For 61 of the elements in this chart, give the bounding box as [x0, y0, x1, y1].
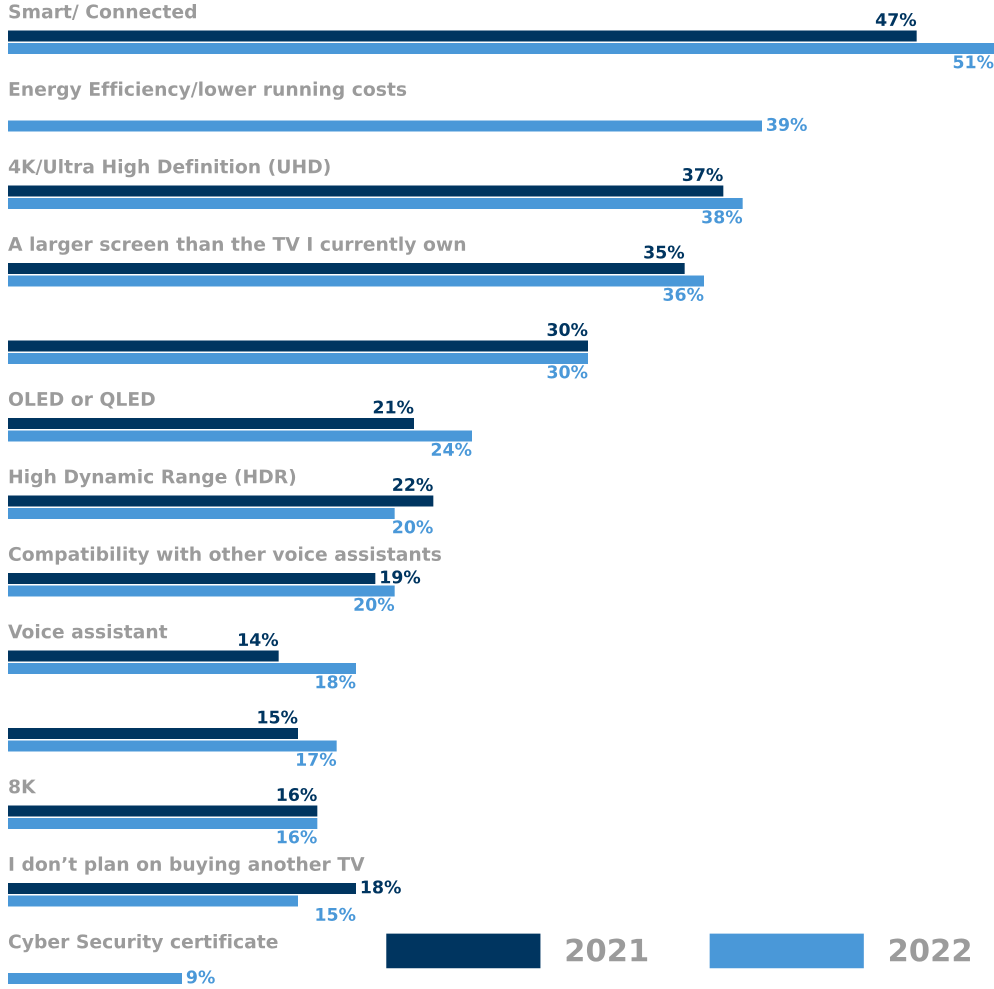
data-label: 21%: [374, 400, 414, 414]
bar: [8, 973, 182, 984]
data-label: 37%: [682, 168, 723, 182]
y-tick-label: I don’t plan on buying another TV: [10, 856, 365, 875]
bar: [8, 818, 318, 829]
data-label: 15%: [258, 710, 298, 724]
data-label: 9%: [186, 970, 215, 984]
bar: [8, 186, 724, 196]
data-label: 19%: [381, 570, 420, 584]
data-label: 20%: [354, 598, 394, 611]
y-tick-label: OLED or QLED: [8, 392, 155, 408]
y-tick-label: High Dynamic Range (HDR): [10, 469, 296, 488]
y-tick-label: Cyber Security certificate: [8, 934, 278, 952]
y-tick-label: Compatibility with other voice assistants: [8, 546, 441, 565]
bar: [8, 263, 685, 274]
bar: [8, 43, 994, 54]
data-label: 36%: [664, 288, 704, 301]
data-label: 38%: [702, 210, 742, 224]
bar: [8, 430, 472, 442]
y-tick-label: 8K: [9, 779, 36, 794]
text: 2021: [566, 938, 648, 962]
bar: [8, 650, 279, 662]
bar: [8, 740, 337, 752]
bar: [8, 340, 588, 352]
data-label: 47%: [876, 13, 916, 26]
data-label: 51%: [954, 55, 994, 68]
y-tick-label: Voice assistant: [8, 624, 168, 639]
y-tick-label: 4K/Ultra High Definition (UHD): [8, 159, 330, 178]
data-label: 24%: [432, 442, 472, 456]
data-label: 17%: [297, 752, 336, 766]
bar: [8, 728, 298, 739]
data-label: 14%: [239, 633, 278, 646]
bar: [8, 586, 395, 596]
bar: [8, 418, 414, 429]
bar: [8, 663, 356, 674]
bar: [8, 896, 298, 906]
bar: [8, 573, 376, 584]
legend-label: 2022: [890, 938, 970, 962]
data-label: 18%: [362, 880, 401, 894]
data-label: 16%: [278, 788, 317, 802]
data-label: 15%: [316, 908, 356, 921]
y-tick-label: Smart/ Connected: [9, 4, 196, 20]
bar: [8, 120, 762, 132]
bar: [8, 198, 743, 209]
bar: [8, 883, 356, 894]
data-label: 22%: [393, 478, 433, 492]
data-label: 35%: [644, 246, 684, 259]
data-label: 18%: [316, 675, 356, 688]
bar: [8, 30, 917, 42]
data-label: 20%: [393, 520, 433, 534]
bar: [8, 353, 588, 364]
data-label: 30%: [548, 365, 588, 378]
y-tick-label: Energy Efficiency/lower running costs: [10, 82, 406, 100]
data-label: 30%: [548, 323, 588, 336]
bar: [8, 508, 395, 519]
y-tick-label: A larger screen than the TV I currently own: [8, 236, 466, 255]
data-label: 39%: [767, 118, 807, 132]
bar: [8, 276, 704, 286]
bar: [8, 806, 318, 816]
bar: [8, 496, 434, 506]
data-label: 16%: [278, 830, 317, 844]
